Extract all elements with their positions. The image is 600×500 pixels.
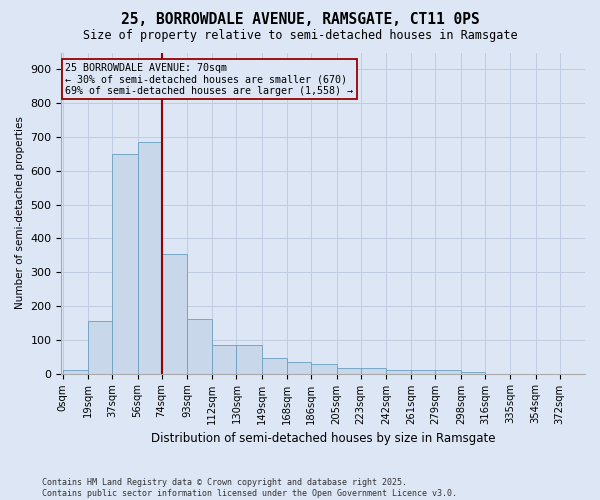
Bar	[287, 362, 311, 374]
Bar	[63, 370, 88, 374]
Bar	[236, 345, 262, 374]
X-axis label: Distribution of semi-detached houses by size in Ramsgate: Distribution of semi-detached houses by …	[151, 432, 496, 445]
Bar	[361, 368, 386, 374]
Bar	[212, 345, 236, 374]
Bar	[311, 364, 337, 374]
Bar	[436, 370, 461, 374]
Text: 25, BORROWDALE AVENUE, RAMSGATE, CT11 0PS: 25, BORROWDALE AVENUE, RAMSGATE, CT11 0P…	[121, 12, 479, 28]
Text: Size of property relative to semi-detached houses in Ramsgate: Size of property relative to semi-detach…	[83, 29, 517, 42]
Bar	[112, 154, 137, 374]
Bar	[161, 254, 187, 374]
Bar	[187, 320, 212, 374]
Bar	[88, 321, 112, 374]
Bar	[386, 370, 412, 374]
Y-axis label: Number of semi-detached properties: Number of semi-detached properties	[15, 116, 25, 310]
Bar	[461, 372, 485, 374]
Text: 25 BORROWDALE AVENUE: 70sqm
← 30% of semi-detached houses are smaller (670)
69% : 25 BORROWDALE AVENUE: 70sqm ← 30% of sem…	[65, 62, 353, 96]
Bar	[337, 368, 361, 374]
Text: Contains HM Land Registry data © Crown copyright and database right 2025.
Contai: Contains HM Land Registry data © Crown c…	[42, 478, 457, 498]
Bar	[262, 358, 287, 374]
Bar	[412, 370, 436, 374]
Bar	[137, 142, 161, 374]
